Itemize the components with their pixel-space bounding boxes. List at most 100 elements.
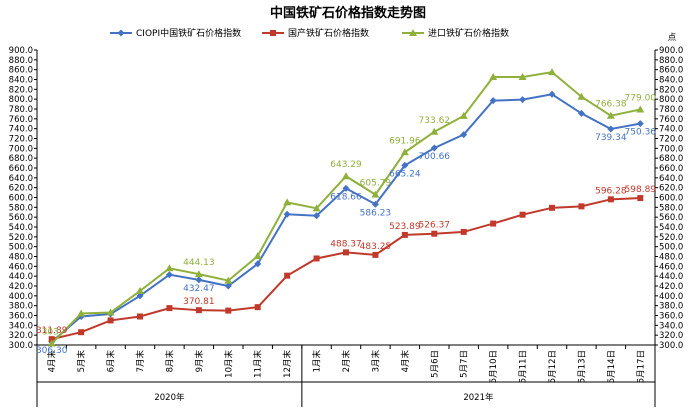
y-tick-label-left: 760.0: [9, 115, 33, 125]
x-tick-label: 8月末: [164, 350, 175, 373]
x-tick-label: 5月11日: [519, 350, 529, 383]
data-point: [430, 127, 439, 135]
x-tick-label: 4月末: [400, 350, 411, 373]
data-labels: 303. 444.13 643.29 605.79 691.96 733.62 766.38…: [42, 93, 657, 337]
data-label: 444.13: [183, 258, 215, 268]
y-tick-label-right: 500.0: [659, 243, 683, 253]
right-axis-unit: 点: [668, 33, 677, 43]
y-tick-label-right: 660.0: [659, 164, 683, 174]
data-point: [283, 210, 291, 218]
y-tick-label-left: 580.0: [9, 203, 33, 213]
x-tick-label: 12月末: [282, 350, 293, 378]
data-point: [224, 282, 232, 290]
y-tick-label-right: 720.0: [659, 135, 683, 145]
data-point: [136, 286, 144, 294]
data-label: 586.23: [360, 208, 392, 218]
data-point: [519, 211, 526, 218]
x-tick-label: 7月末: [135, 350, 146, 373]
y-tick-label-left: 420.0: [9, 282, 33, 292]
data-label: 526.37: [419, 221, 451, 231]
data-label: 311.89: [36, 326, 68, 336]
data-label: 483.25: [360, 242, 392, 252]
x-tick-label: 5月6日: [430, 350, 440, 378]
y-tick-label-left: 440.0: [9, 272, 33, 282]
y-tick-label-left: 340.0: [9, 321, 33, 331]
legend-label: 国产铁矿石价格指数: [288, 27, 369, 39]
x-tick-label: 6月末: [106, 350, 117, 373]
data-point: [489, 73, 498, 81]
y-tick-label-right: 300.0: [659, 341, 683, 351]
data-point: [401, 161, 409, 169]
y-tick-label-left: 620.0: [9, 184, 33, 194]
x-tick-label: 11月末: [253, 350, 264, 378]
x-tick-label: 10月末: [223, 350, 234, 378]
data-point: [195, 307, 202, 314]
y-tick-label-left: 540.0: [9, 223, 33, 233]
y-tick-label-right: 360.0: [659, 312, 683, 322]
data-point: [409, 29, 417, 36]
data-point: [77, 309, 86, 317]
legend: CIOPI中国铁矿石价格指数 国产铁矿石价格指数 进口铁矿石价格指数: [110, 27, 509, 39]
data-point: [117, 29, 125, 37]
y-tick-label-left: 360.0: [9, 312, 33, 322]
y-tick-label-left: 900.0: [9, 46, 33, 56]
x-tick-label: 5月7日: [460, 350, 470, 378]
series: [47, 68, 645, 347]
data-point: [489, 97, 497, 105]
data-point: [195, 276, 203, 284]
y-tick-label-left: 320.0: [9, 331, 33, 341]
data-point: [136, 292, 144, 300]
data-point: [577, 109, 585, 117]
data-point: [578, 203, 585, 210]
y-tick-label-right: 580.0: [659, 203, 683, 213]
data-point: [460, 131, 468, 139]
data-point: [548, 90, 556, 98]
x-tick-label: 5月17日: [636, 350, 646, 383]
y-tick-label-right: 620.0: [659, 184, 683, 194]
y-tick-label-right: 740.0: [659, 125, 683, 135]
data-point: [270, 30, 276, 36]
data-label: 303.: [42, 328, 62, 338]
y-tick-label-right: 560.0: [659, 213, 683, 223]
y-tick-label-left: 720.0: [9, 135, 33, 145]
y-tick-label-left: 500.0: [9, 243, 33, 253]
data-point: [313, 255, 320, 262]
data-point: [253, 252, 262, 260]
y-tick-label-left: 480.0: [9, 253, 33, 263]
plot-area: 306.30 432.47 618.66 586.23 665.24 700.66 739.…: [36, 68, 656, 356]
y-tick-label-left: 600.0: [9, 194, 33, 204]
y-tick-label-left: 520.0: [9, 233, 33, 243]
data-point: [106, 308, 115, 316]
data-label: 739.34: [595, 133, 627, 143]
data-point: [607, 125, 615, 133]
x-tick-label: 9月末: [194, 350, 205, 373]
data-label: 700.66: [419, 152, 451, 162]
data-point: [48, 336, 55, 343]
legend-label: CIOPI中国铁矿石价格指数: [136, 27, 241, 39]
data-label: 488.37: [330, 239, 362, 249]
y-tick-label-right: 700.0: [659, 144, 683, 154]
legend-label: 进口铁矿石价格指数: [428, 27, 509, 39]
y-tick-label-right: 900.0: [659, 46, 683, 56]
x-tick-label: 5月14日: [607, 350, 617, 383]
y-tick-label-right: 840.0: [659, 76, 683, 86]
data-label: 665.24: [389, 169, 421, 179]
x-tick-label: 4月末: [47, 350, 58, 373]
y-tick-label-right: 520.0: [659, 233, 683, 243]
y-tick-label-left: 400.0: [9, 292, 33, 302]
y-tick-label-left: 300.0: [9, 341, 33, 351]
year-group-label: 2020年: [154, 392, 185, 403]
data-label: 523.89: [389, 222, 421, 232]
y-tick-label-right: 400.0: [659, 292, 683, 302]
y-tick-label-right: 420.0: [659, 282, 683, 292]
y-tick-label-left: 800.0: [9, 95, 33, 105]
y-tick-label-right: 680.0: [659, 154, 683, 164]
data-label: 779.00: [625, 93, 657, 103]
data-point: [371, 200, 379, 208]
y-tick-label-left: 660.0: [9, 164, 33, 174]
data-point: [78, 329, 85, 336]
data-label: 643.29: [330, 160, 362, 170]
data-point: [548, 68, 556, 76]
